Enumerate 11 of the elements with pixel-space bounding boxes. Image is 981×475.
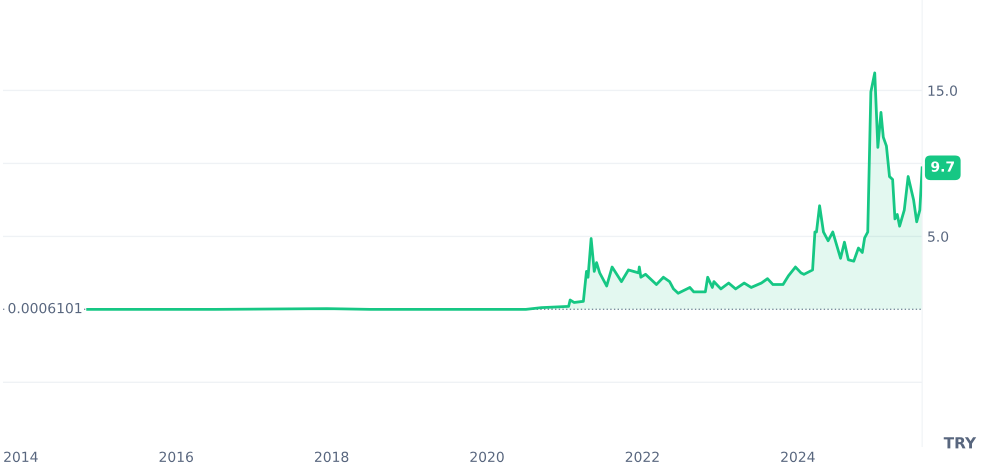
ref-line-label: 0.0006101 [8,302,82,314]
x-tick-label: 2018 [314,452,348,462]
x-tick-label: 2014 [4,452,38,462]
x-tick-label: 2024 [781,452,815,462]
annotation: 9.7 [931,161,954,172]
x-tick-label: 2022 [626,452,659,462]
text: TRY [944,437,976,448]
x-tick-label: 2016 [160,452,194,462]
y-tick-label: 15.0 [928,85,958,96]
y-tick-label: 5.0 [928,231,948,242]
x-tick-label: 2020 [470,452,504,462]
